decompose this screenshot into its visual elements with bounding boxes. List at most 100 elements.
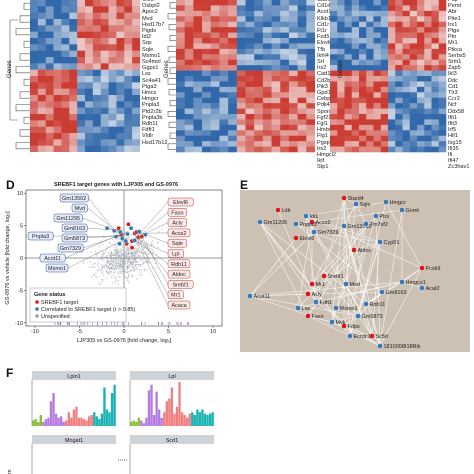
heatmap-cell [219, 43, 229, 50]
heatmap-cell [337, 76, 345, 82]
heatmap-cell [61, 69, 70, 77]
dendrogram-branch [19, 129, 30, 137]
heatmap-cell [45, 63, 54, 70]
dendrogram-branch [169, 132, 176, 139]
heatmap-cell [228, 86, 238, 93]
heatmap-cell [288, 54, 298, 61]
heatmap-cell [219, 119, 229, 126]
heatmap-cell [351, 108, 360, 115]
heatmap-cell [330, 86, 338, 93]
y-tick-label: 5 [20, 224, 23, 230]
heatmap-cell [184, 81, 194, 88]
unspecified-point [101, 270, 103, 272]
unspecified-point [108, 270, 110, 273]
network-node [363, 301, 369, 307]
heatmap-cell [351, 119, 360, 126]
gene-label: Hif1 [448, 133, 458, 140]
heatmap-cell [45, 114, 54, 121]
heatmap-cell [359, 124, 367, 131]
heatmap-cell [402, 141, 411, 147]
unspecified-point [119, 255, 122, 258]
heatmap-cell [184, 135, 194, 142]
heatmap-cell [53, 63, 62, 70]
unspecified-point [146, 242, 149, 245]
heatmap-cell [388, 54, 396, 61]
heatmap-cell [380, 146, 389, 153]
heatmap-cell [359, 130, 367, 137]
heatmap-cell [402, 124, 411, 131]
unspecified-point [121, 249, 124, 251]
gene-label: Pnpla3b [142, 114, 163, 121]
heatmap-cell [53, 107, 62, 115]
heatmap-cell [202, 70, 212, 77]
network-node [377, 239, 383, 245]
heatmap-cell [254, 16, 264, 23]
unspecified-point [126, 262, 129, 265]
gene-label: Ncf [448, 102, 457, 109]
network-edge [343, 215, 377, 327]
heatmap-cell [228, 108, 238, 115]
heatmap-cell [116, 133, 125, 140]
unspecified-point [133, 259, 135, 261]
network-edge [343, 203, 357, 227]
heatmap-cell [176, 76, 185, 82]
heatmap-cell [424, 108, 432, 115]
heatmap-cell [108, 63, 117, 70]
unspecified-point [144, 261, 146, 263]
heatmap-cell [424, 141, 432, 147]
heatmap-cell [297, 10, 307, 17]
heatmap-cell [417, 130, 425, 137]
heatmap-cell [245, 48, 255, 55]
heatmap-cell [184, 119, 194, 126]
unspecified-point [100, 279, 103, 281]
unspecified-point [128, 255, 130, 258]
heatmap-cell [366, 70, 374, 77]
track-bar [90, 415, 93, 426]
heatmap-cell [417, 135, 425, 142]
heatmap-cell [409, 141, 418, 147]
heatmap-cell [210, 146, 220, 153]
heatmap-cell [262, 70, 272, 77]
heatmap-cell [409, 10, 418, 17]
heatmap-cell [417, 38, 425, 44]
heatmap-cell [202, 27, 212, 33]
heatmap-cell [271, 70, 281, 77]
gene-label-box [167, 300, 191, 310]
unspecified-point [126, 246, 128, 249]
heatmap-cell [124, 19, 133, 26]
heatmap-cell [37, 139, 47, 146]
heatmap-cell [85, 76, 94, 83]
heatmap-cell [210, 70, 220, 77]
heatmap-cell [380, 141, 389, 147]
callout-line [136, 230, 169, 244]
gene-label: Isg15 [448, 139, 462, 146]
unspecified-point [117, 272, 119, 274]
unspecified-point [93, 273, 95, 276]
y-axis-label: tpm [7, 469, 13, 474]
track-bar [132, 420, 135, 426]
heatmap-cell [92, 107, 102, 115]
heatmap-cell [254, 119, 264, 126]
heatmap-cell [108, 44, 117, 51]
callout-line [87, 207, 122, 235]
gene-label: Hsd17b12 [142, 139, 168, 146]
heatmap-cell [77, 145, 86, 152]
heatmap-cell [53, 0, 62, 7]
unspecified-point [111, 244, 113, 246]
heatmap-cell [228, 103, 238, 109]
heatmap-cell [92, 120, 102, 127]
track-bar [47, 417, 50, 426]
heatmap-cell [337, 5, 345, 12]
track-header [32, 435, 116, 444]
unspecified-point [94, 250, 97, 253]
heatmap-cell [228, 0, 238, 6]
unspecified-point [108, 263, 111, 266]
heatmap-cell [359, 76, 367, 82]
track-bar [165, 401, 168, 426]
network-node [305, 291, 311, 297]
heatmap-cell [366, 43, 374, 50]
heatmap-cell [61, 19, 70, 26]
heatmap-cell [409, 124, 418, 131]
unspecified-point [134, 265, 136, 267]
heatmap-cell [202, 135, 212, 142]
